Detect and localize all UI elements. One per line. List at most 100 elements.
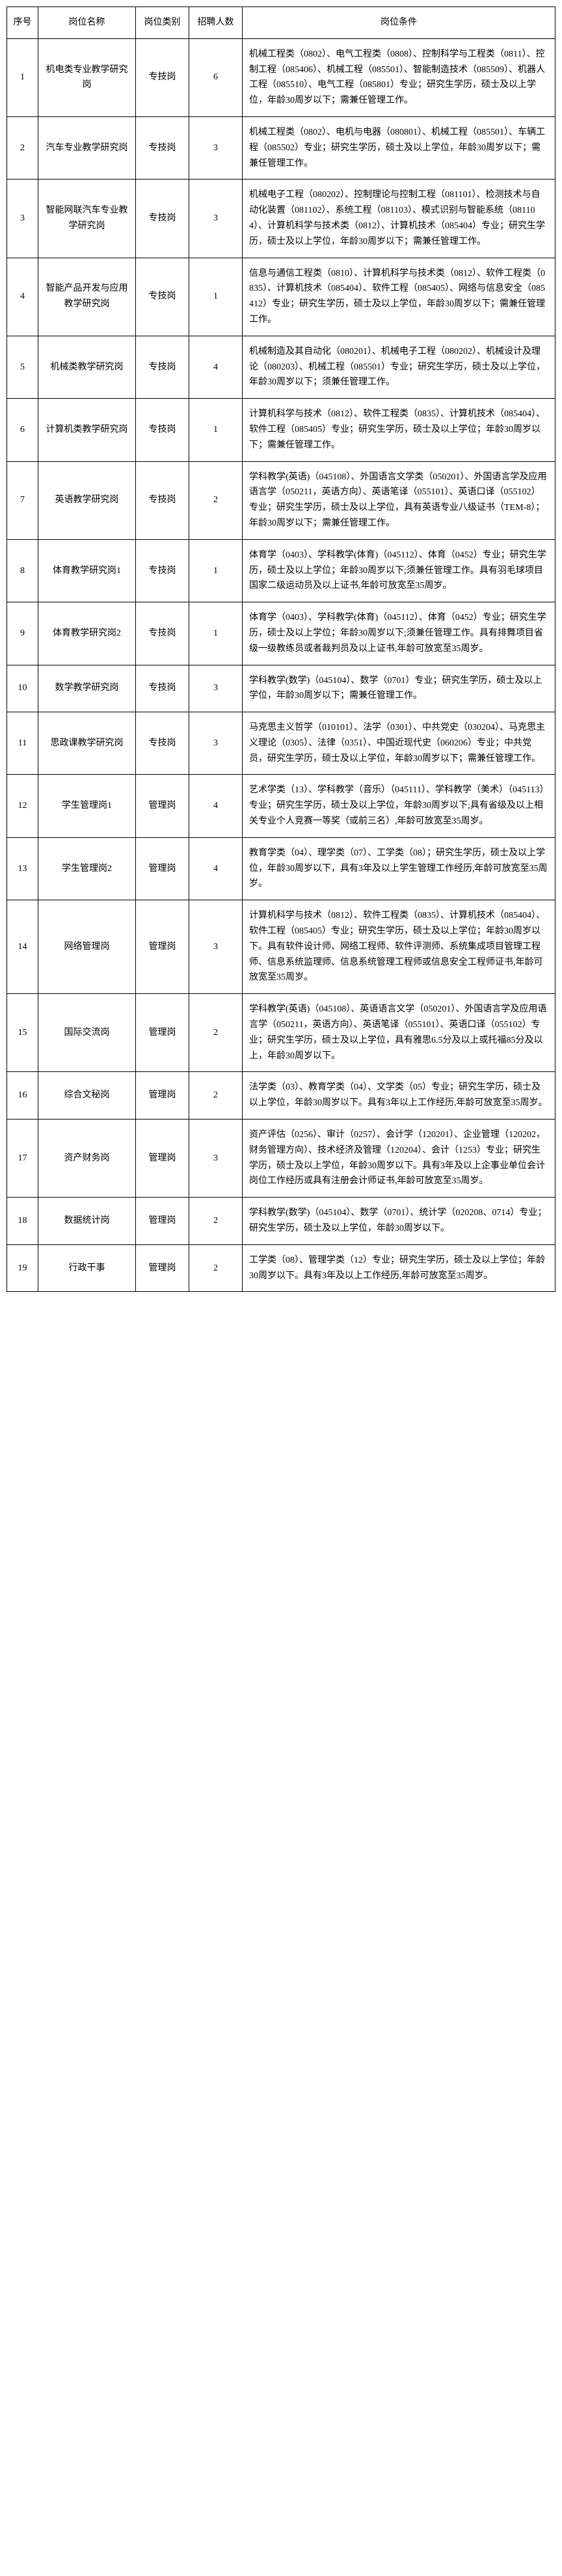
cell-seq: 4 <box>7 258 38 336</box>
cell-seq: 6 <box>7 399 38 461</box>
cell-count: 2 <box>189 994 243 1072</box>
cell-requirements: 机械电子工程（080202）、控制理论与控制工程（081101）、检测技术与自动… <box>243 180 555 258</box>
cell-name: 机电类专业教学研究岗 <box>38 38 136 116</box>
cell-requirements: 机械制造及其自动化（080201）、机械电子工程（080202）、机械设计及理论… <box>243 336 555 398</box>
cell-requirements: 机械工程类（0802）、电气工程类（0808）、控制科学与工程类（0811）、控… <box>243 38 555 116</box>
cell-name: 综合文秘岗 <box>38 1072 136 1120</box>
cell-name: 数学教学研究岗 <box>38 665 136 712</box>
cell-requirements: 机械工程类（0802）、电机与电器（080801）、机械工程（085501）、车… <box>243 116 555 179</box>
cell-requirements: 体育学（0403）、学科教学(体育)（045112）、体育（0452）专业；研究… <box>243 539 555 602</box>
cell-count: 3 <box>189 665 243 712</box>
table-row: 4智能产品开发与应用教学研究岗专技岗1信息与通信工程类（0810）、计算机科学与… <box>7 258 555 336</box>
cell-name: 行政干事 <box>38 1244 136 1292</box>
table-row: 11思政课教学研究岗专技岗3马克思主义哲学（010101）、法学（0301）、中… <box>7 712 555 775</box>
table-row: 15国际交流岗管理岗2学科教学(英语)（045108）、英语语言文学（05020… <box>7 994 555 1072</box>
cell-requirements: 法学类（03）、教育学类（04）、文学类（05）专业；研究生学历，硕士及以上学位… <box>243 1072 555 1120</box>
cell-count: 4 <box>189 775 243 837</box>
cell-count: 4 <box>189 837 243 900</box>
header-category: 岗位类别 <box>136 7 189 39</box>
table-header-row: 序号 岗位名称 岗位类别 招聘人数 岗位条件 <box>7 7 555 39</box>
cell-seq: 15 <box>7 994 38 1072</box>
cell-category: 管理岗 <box>136 1072 189 1120</box>
cell-name: 智能网联汽车专业教学研究岗 <box>38 180 136 258</box>
cell-count: 1 <box>189 602 243 665</box>
table-row: 16综合文秘岗管理岗2法学类（03）、教育学类（04）、文学类（05）专业；研究… <box>7 1072 555 1120</box>
cell-count: 2 <box>189 1244 243 1292</box>
cell-name: 体育教学研究岗1 <box>38 539 136 602</box>
cell-name: 计算机类教学研究岗 <box>38 399 136 461</box>
cell-category: 管理岗 <box>136 900 189 994</box>
header-name: 岗位名称 <box>38 7 136 39</box>
cell-category: 专技岗 <box>136 539 189 602</box>
cell-category: 管理岗 <box>136 775 189 837</box>
cell-count: 2 <box>189 461 243 539</box>
cell-category: 专技岗 <box>136 461 189 539</box>
cell-name: 网络管理岗 <box>38 900 136 994</box>
cell-count: 1 <box>189 539 243 602</box>
cell-name: 数据统计岗 <box>38 1198 136 1245</box>
table-row: 13学生管理岗2管理岗4教育学类（04）、理学类（07）、工学类（08）；研究生… <box>7 837 555 900</box>
cell-count: 3 <box>189 116 243 179</box>
cell-count: 3 <box>189 900 243 994</box>
cell-requirements: 艺术学类（13）、学科教学（音乐）（045111）、学科教学（美术）（04511… <box>243 775 555 837</box>
header-seq: 序号 <box>7 7 38 39</box>
cell-count: 2 <box>189 1072 243 1120</box>
cell-name: 体育教学研究岗2 <box>38 602 136 665</box>
cell-requirements: 学科教学(英语)（045108）、外国语言文学类（050201）、外国语言学及应… <box>243 461 555 539</box>
cell-seq: 9 <box>7 602 38 665</box>
cell-count: 3 <box>189 712 243 775</box>
cell-category: 专技岗 <box>136 712 189 775</box>
header-requirements: 岗位条件 <box>243 7 555 39</box>
cell-seq: 3 <box>7 180 38 258</box>
cell-count: 1 <box>189 399 243 461</box>
cell-category: 专技岗 <box>136 38 189 116</box>
cell-requirements: 计算机科学与技术（0812）、软件工程类（0835）、计算机技术（085404）… <box>243 399 555 461</box>
cell-seq: 16 <box>7 1072 38 1120</box>
cell-name: 学生管理岗1 <box>38 775 136 837</box>
cell-category: 专技岗 <box>136 180 189 258</box>
cell-name: 资产财务岗 <box>38 1120 136 1198</box>
cell-name: 英语教学研究岗 <box>38 461 136 539</box>
cell-count: 3 <box>189 1120 243 1198</box>
cell-name: 汽车专业教学研究岗 <box>38 116 136 179</box>
recruitment-table: 序号 岗位名称 岗位类别 招聘人数 岗位条件 1机电类专业教学研究岗专技岗6机械… <box>7 7 555 1292</box>
cell-name: 机械类教学研究岗 <box>38 336 136 398</box>
cell-name: 学生管理岗2 <box>38 837 136 900</box>
cell-seq: 13 <box>7 837 38 900</box>
cell-name: 智能产品开发与应用教学研究岗 <box>38 258 136 336</box>
cell-seq: 2 <box>7 116 38 179</box>
header-count: 招聘人数 <box>189 7 243 39</box>
cell-requirements: 学科教学(数学)（045104）、数学（0701）、统计学（020208、071… <box>243 1198 555 1245</box>
cell-requirements: 信息与通信工程类（0810）、计算机科学与技术类（0812）、软件工程类（083… <box>243 258 555 336</box>
cell-count: 3 <box>189 180 243 258</box>
table-row: 10数学教学研究岗专技岗3学科教学(数学)（045104）、数学（0701）专业… <box>7 665 555 712</box>
table-row: 18数据统计岗管理岗2学科教学(数学)（045104）、数学（0701）、统计学… <box>7 1198 555 1245</box>
cell-seq: 7 <box>7 461 38 539</box>
cell-count: 6 <box>189 38 243 116</box>
cell-category: 管理岗 <box>136 994 189 1072</box>
cell-category: 专技岗 <box>136 258 189 336</box>
cell-name: 国际交流岗 <box>38 994 136 1072</box>
cell-seq: 8 <box>7 539 38 602</box>
cell-seq: 11 <box>7 712 38 775</box>
table-row: 12学生管理岗1管理岗4艺术学类（13）、学科教学（音乐）（045111）、学科… <box>7 775 555 837</box>
cell-name: 思政课教学研究岗 <box>38 712 136 775</box>
table-row: 5机械类教学研究岗专技岗4机械制造及其自动化（080201）、机械电子工程（08… <box>7 336 555 398</box>
cell-category: 专技岗 <box>136 665 189 712</box>
cell-requirements: 教育学类（04）、理学类（07）、工学类（08）；研究生学历，硕士及以上学位，年… <box>243 837 555 900</box>
cell-requirements: 计算机科学与技术（0812）、软件工程类（0835）、计算机技术（085404）… <box>243 900 555 994</box>
table-row: 14网络管理岗管理岗3计算机科学与技术（0812）、软件工程类（0835）、计算… <box>7 900 555 994</box>
cell-seq: 19 <box>7 1244 38 1292</box>
cell-seq: 12 <box>7 775 38 837</box>
cell-seq: 5 <box>7 336 38 398</box>
table-row: 19行政干事管理岗2工学类（08）、管理学类（12）专业；研究生学历，硕士及以上… <box>7 1244 555 1292</box>
cell-requirements: 资产评估（0256）、审计（0257）、会计学（120201）、企业管理（120… <box>243 1120 555 1198</box>
table-row: 1机电类专业教学研究岗专技岗6机械工程类（0802）、电气工程类（0808）、控… <box>7 38 555 116</box>
cell-category: 管理岗 <box>136 1120 189 1198</box>
cell-seq: 10 <box>7 665 38 712</box>
cell-requirements: 马克思主义哲学（010101）、法学（0301）、中共党史（030204）、马克… <box>243 712 555 775</box>
table-row: 6计算机类教学研究岗专技岗1计算机科学与技术（0812）、软件工程类（0835）… <box>7 399 555 461</box>
cell-count: 4 <box>189 336 243 398</box>
table-row: 17资产财务岗管理岗3资产评估（0256）、审计（0257）、会计学（12020… <box>7 1120 555 1198</box>
cell-category: 专技岗 <box>136 602 189 665</box>
